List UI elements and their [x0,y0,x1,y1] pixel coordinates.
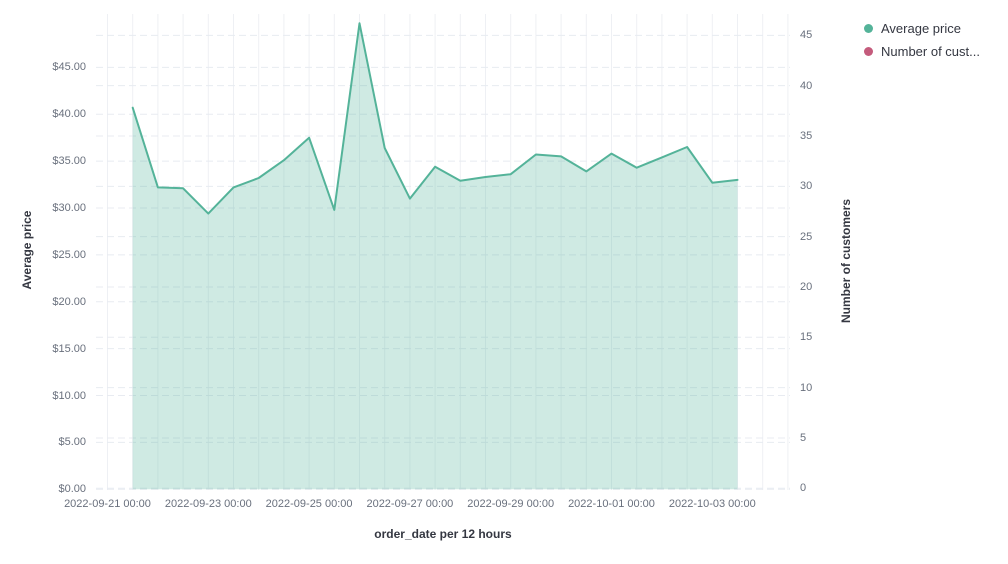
y-axis-left-title: Average price [20,210,34,290]
y-axis-left-tick-label: $35.00 [52,155,86,168]
y-axis-right-tick-label: 45 [800,29,813,42]
y-axis-right-tick-label: 10 [800,381,813,394]
y-axis-right-tick-label: 0 [800,482,807,495]
x-axis-tick-label: 2022-09-29 00:00 [467,498,555,510]
x-axis-tick-label: 2022-10-03 00:00 [668,498,756,510]
y-axis-right-tick-label: 15 [800,331,813,344]
legend-item-label: Average price [881,21,961,36]
x-axis-tick-label: 2022-09-23 00:00 [164,498,252,510]
y-axis-right-tick-label: 5 [800,431,807,444]
average-price-line [131,22,739,215]
y-axis-right-tick-label: 40 [800,79,813,92]
x-axis-tick-label: 2022-09-25 00:00 [265,498,353,510]
y-axis-left-tick-label: $30.00 [52,201,86,214]
y-axis-left-tick-label: $25.00 [52,248,86,261]
legend-series-dot-icon [864,24,873,33]
y-axis-right-tick-label: 20 [800,280,813,293]
legend-item-number-of-cust[interactable]: Number of cust... [864,44,980,59]
x-axis-tick-label: 2022-10-01 00:00 [568,498,655,510]
y-axis-left-tick-label: $10.00 [52,389,86,402]
y-axis-right-tick-label: 25 [800,230,813,243]
y-axis-right-title: Number of customers [839,198,853,324]
x-axis-title: order_date per 12 hours [374,527,512,541]
average-price-area-fill [132,23,738,490]
y-axis-left-tick-label: $45.00 [52,61,86,74]
y-axis-left-tick-label: $15.00 [52,342,86,355]
legend-item-label: Number of cust... [881,44,980,59]
legend-series-dot-icon [864,47,873,56]
x-axis-tick-label: 2022-09-27 00:00 [366,498,454,510]
y-axis-left-tick-label: $40.00 [52,108,86,121]
y-axis-left-tick-label: $20.00 [52,295,86,308]
y-axis-right-tick-label: 30 [800,180,813,193]
y-axis-left-tick-label: $0.00 [58,483,86,496]
y-axis-right-tick-label: 35 [800,129,813,142]
x-axis-tick-label: 2022-09-21 00:00 [64,498,151,510]
legend: Average price Number of cust... [864,21,980,59]
legend-item-average-price[interactable]: Average price [864,21,980,36]
y-axis-left-tick-label: $5.00 [58,436,86,449]
